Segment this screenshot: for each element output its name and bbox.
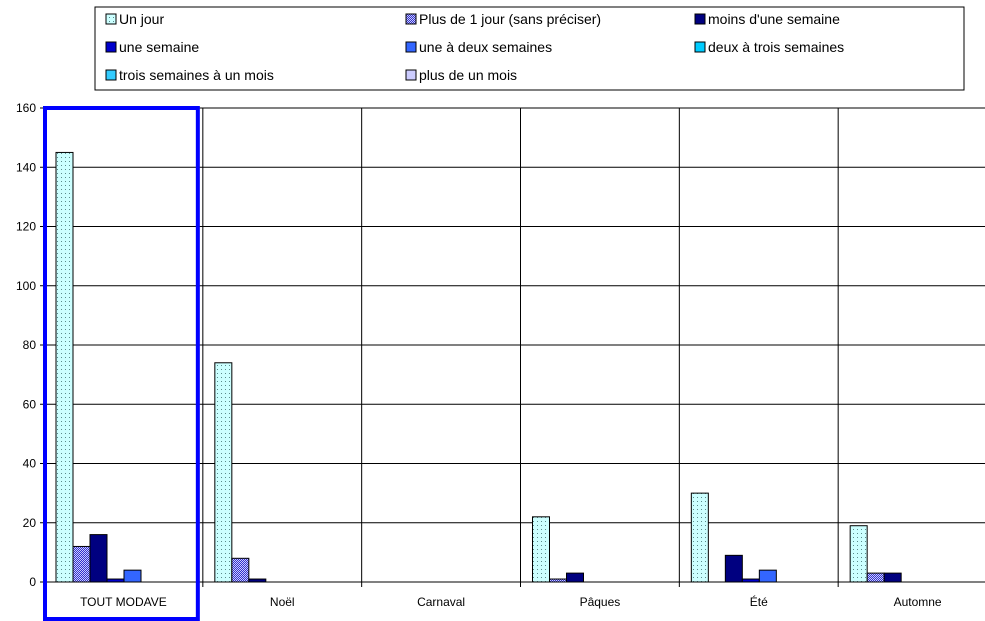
y-tick-label: 40 [23,457,37,471]
legend-label: Plus de 1 jour (sans préciser) [419,11,601,27]
legend-swatch [105,41,117,53]
legend-label: trois semaines à un mois [119,67,274,83]
bar [72,545,91,583]
bars [55,151,902,583]
y-tick-label: 0 [29,575,36,589]
bar [883,572,902,583]
legend-swatch [405,13,417,25]
legend-label: moins d'une semaine [708,11,840,27]
legend-label: plus de un mois [419,67,517,83]
x-axis: TOUT MODAVE Noël Carnaval Pâques Été Automne [43,582,942,609]
bar [566,572,584,583]
plot-area [43,107,985,583]
bar [123,569,142,583]
y-axis: 0 20 40 60 80 100 120 140 160 [16,101,44,589]
bar [758,569,777,583]
legend: Un jour Plus de 1 jour (sans préciser) moi… [105,11,844,83]
bar [849,525,868,583]
x-tick-label: Pâques [580,595,621,609]
legend-label: une à deux semaines [419,39,552,55]
bar [724,554,743,583]
x-tick-label: Automne [894,595,942,609]
legend-label: une semaine [119,39,199,55]
bar [89,534,108,583]
x-tick-label: Noël [270,595,295,609]
x-tick-label: TOUT MODAVE [80,595,167,609]
y-tick-label: 140 [16,160,36,174]
y-tick-label: 100 [16,279,36,293]
legend-box [94,6,965,91]
legend-swatch [405,41,417,53]
bar [248,578,267,583]
y-tick-label: 80 [23,338,37,352]
y-tick-label: 120 [16,220,36,234]
bar [55,151,74,583]
bar [214,362,233,583]
legend-swatch [694,41,706,53]
y-tick-label: 160 [16,101,36,115]
legend-swatch [405,69,417,81]
legend-swatch [105,69,117,81]
legend-label: Un jour [119,11,164,27]
bar [106,578,125,583]
bar [549,578,567,583]
legend-swatch [105,13,117,25]
y-tick-label: 60 [23,397,37,411]
x-tick-label: Été [750,594,768,609]
x-tick-label: Carnaval [417,595,465,609]
bar [741,578,760,583]
bar [690,492,709,583]
highlight-box [43,106,200,621]
legend-label: deux à trois semaines [708,39,844,55]
bar [231,557,250,583]
legend-swatch [694,13,706,25]
y-tick-label: 20 [23,516,37,530]
bar [532,516,550,583]
bar [866,572,885,583]
